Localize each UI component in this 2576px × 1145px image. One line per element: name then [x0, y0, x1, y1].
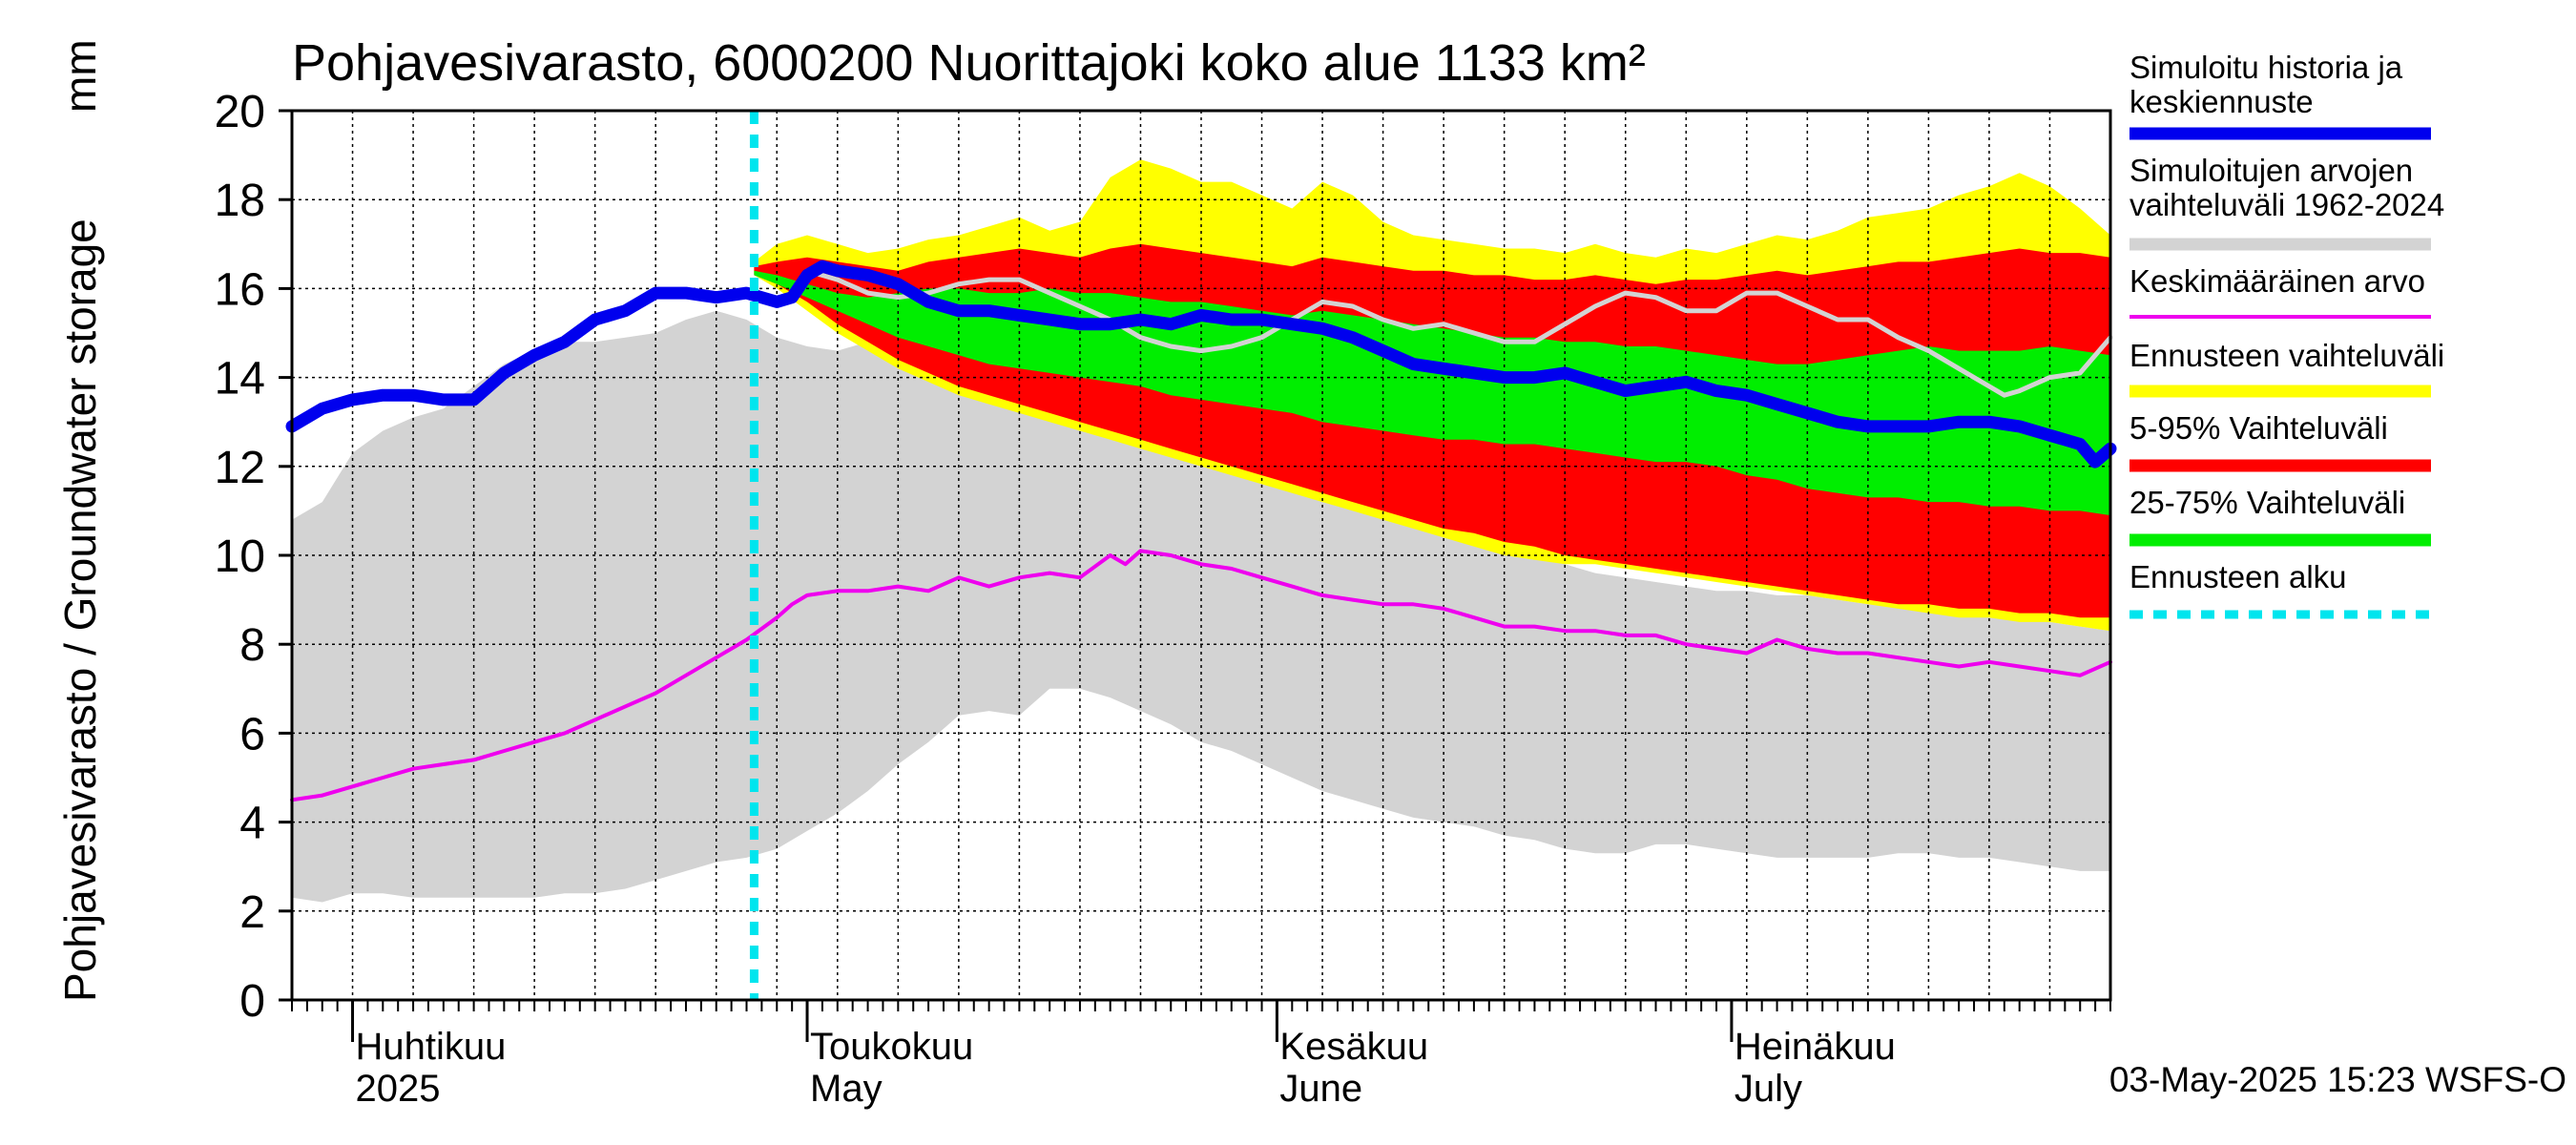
y-tick-label: 20 [215, 87, 265, 137]
legend-label-range: Simuloitujen arvojen [2129, 153, 2413, 188]
y-axis-unit: mm [55, 39, 105, 113]
legend-label-range: vaihteluväli 1962-2024 [2129, 187, 2444, 222]
series-lines [285, 111, 2117, 1000]
month-label-fi: Heinäkuu [1735, 1026, 1896, 1068]
legend-label-history: keskiennuste [2129, 84, 2314, 119]
legend-label-history: Simuloitu historia ja [2129, 50, 2403, 85]
y-tick-label: 2 [239, 887, 265, 938]
legend-label-full: Ennusteen vaihteluväli [2129, 338, 2444, 373]
month-label-en: June [1279, 1068, 1362, 1110]
y-tick-label: 18 [215, 176, 265, 226]
month-label-en: 2025 [356, 1068, 441, 1110]
y-tick-label: 12 [215, 443, 265, 493]
legend-label-start: Ennusteen alku [2129, 559, 2347, 594]
y-tick-label: 16 [215, 264, 265, 315]
month-label-en: May [810, 1068, 883, 1110]
month-label-fi: Toukokuu [810, 1026, 973, 1068]
forecast-25-75-area [754, 270, 2110, 516]
forecast-25-75-band [754, 270, 2110, 516]
y-tick-label: 6 [239, 709, 265, 760]
month-label-fi: Kesäkuu [1279, 1026, 1428, 1068]
footer-timestamp: 03-May-2025 15:23 WSFS-O [2109, 1060, 2566, 1099]
month-label-en: July [1735, 1068, 1802, 1110]
y-axis-label: Pohjavesivarasto / Groundwater storage [55, 219, 105, 1002]
legend-label-mean: Keskimääräinen arvo [2129, 263, 2425, 299]
history-forecast-line [285, 260, 2117, 468]
mean-line [290, 549, 2112, 802]
median-forecast-line [804, 268, 2113, 398]
chart-title: Pohjavesivarasto, 6000200 Nuorittajoki k… [292, 34, 1646, 92]
y-tick-label: 0 [239, 976, 265, 1027]
legend-label-p5_95: 5-95% Vaihteluväli [2129, 410, 2388, 446]
y-tick-label: 4 [239, 799, 265, 849]
y-tick-label: 14 [215, 354, 265, 405]
grid [292, 111, 2110, 1000]
month-label-fi: Huhtikuu [356, 1026, 507, 1068]
y-tick-label: 10 [215, 531, 265, 582]
y-tick-label: 8 [239, 620, 265, 671]
legend-label-p25_75: 25-75% Vaihteluväli [2129, 485, 2405, 520]
